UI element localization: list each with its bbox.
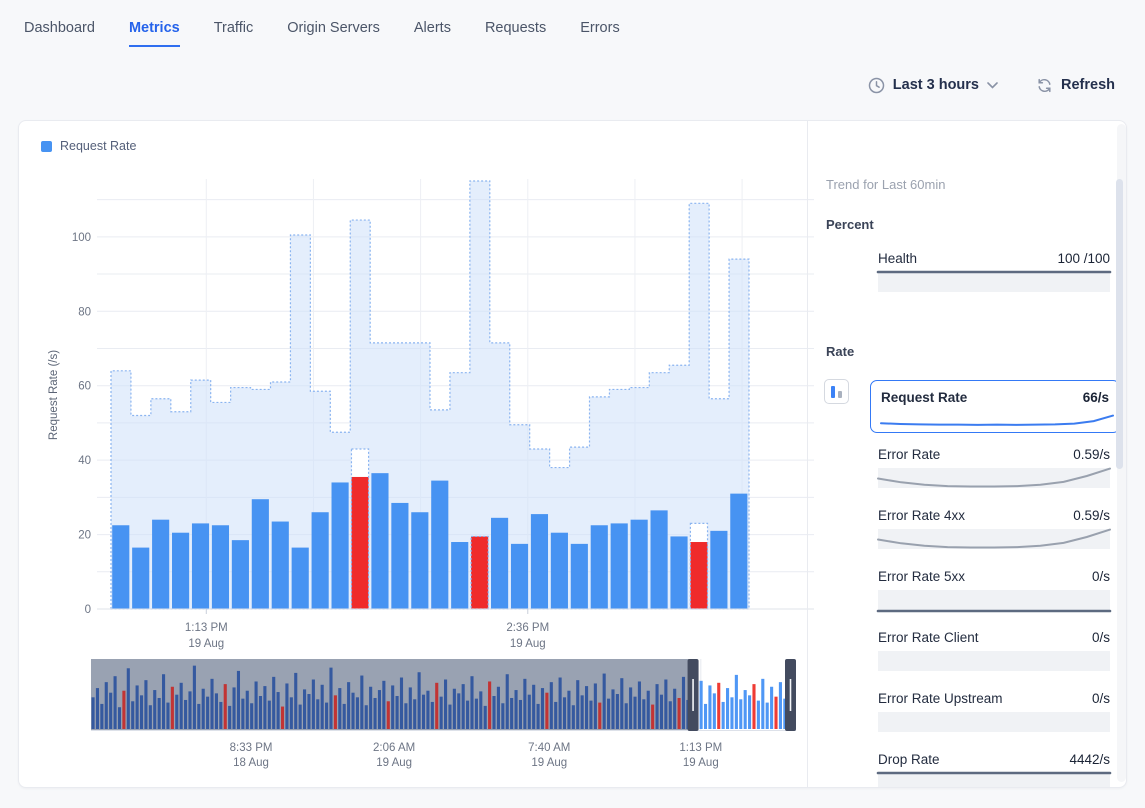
metric-label: Health (878, 251, 918, 266)
clock-icon (868, 77, 885, 94)
svg-text:60: 60 (78, 381, 91, 393)
brush-handle-left[interactable] (687, 659, 699, 731)
nav-tab-errors[interactable]: Errors (580, 20, 620, 36)
trend-sparkline (877, 528, 1111, 549)
metrics-panel: Request Rate 0 20 40 60 80 100 1:13 PM 19 Aug 2:… (18, 120, 1127, 788)
brush-tick-label: 7:40 AM 19 Aug (528, 742, 571, 769)
metric-value: 0/s (1091, 691, 1110, 706)
metric-label: Error Rate Upstream (878, 691, 1003, 706)
bar-chart-icon[interactable] (824, 379, 849, 404)
brush-handle-right[interactable] (785, 659, 796, 731)
trend-sparkline (877, 467, 1111, 488)
y-axis-title: Request Rate (/s) (48, 350, 60, 440)
legend-swatch (41, 140, 52, 152)
toolbar: Last 3 hours Refresh (868, 72, 1115, 98)
nav-tab-origin-servers[interactable]: Origin Servers (287, 20, 380, 36)
svg-text:100: 100 (72, 232, 91, 244)
metric-value: 0/s (1091, 630, 1110, 645)
chart-legend[interactable]: Request Rate (41, 139, 136, 153)
svg-text:20: 20 (78, 530, 91, 542)
metric-label: Error Rate (878, 447, 941, 462)
svg-text:1:13 PM: 1:13 PM (185, 622, 228, 634)
metric-row-health[interactable]: Health 100 /100 (876, 251, 1112, 292)
group-heading: Rate (826, 344, 855, 359)
time-range-brush[interactable] (91, 659, 796, 733)
metric-label: Error Rate Client (878, 630, 979, 645)
metric-value: 100 /100 (1057, 251, 1110, 266)
metric-value: 66/s (1082, 390, 1109, 405)
metric-value: 0/s (1091, 569, 1110, 584)
nav-tab-requests[interactable]: Requests (484, 20, 547, 36)
trend-sidebar: Trend for Last 60min Percent Health 100 /1… (807, 121, 1128, 787)
chevron-down-icon (987, 81, 998, 89)
svg-text:0: 0 (85, 604, 91, 616)
metric-label: Request Rate (881, 390, 968, 405)
metric-value: 4442/s (1069, 752, 1110, 767)
metric-row-error-rate-upstream[interactable]: Error Rate Upstream 0/s (878, 691, 1110, 732)
brush-tick-label: 2:06 AM 19 Aug (373, 742, 416, 769)
refresh-label: Refresh (1061, 77, 1115, 93)
refresh-button[interactable]: Refresh (1036, 77, 1115, 94)
svg-text:80: 80 (78, 306, 91, 318)
metric-row-error-rate-client[interactable]: Error Rate Client 0/s (878, 630, 1110, 671)
refresh-icon (1036, 77, 1053, 94)
nav-tab-alerts[interactable]: Alerts (413, 20, 451, 36)
metric-row-request-rate[interactable]: Request Rate 66/s (870, 380, 1120, 433)
svg-text:19 Aug: 19 Aug (188, 638, 224, 650)
brush-tick-label: 1:13 PM 19 Aug (679, 742, 723, 769)
legend-label: Request Rate (60, 139, 137, 153)
sidebar-scrollbar-track[interactable] (1116, 124, 1126, 782)
metric-row-drop-rate[interactable]: Drop Rate 4442/s (876, 752, 1112, 787)
brush-tick-label: 8:33 PM 18 Aug (229, 742, 273, 769)
svg-text:2:36 PM: 2:36 PM (506, 622, 549, 634)
nav-tab-dashboard[interactable]: Dashboard (24, 20, 95, 36)
metric-row-error-rate-4xx[interactable]: Error Rate 4xx 0.59/s (877, 508, 1111, 549)
sidebar-scrollbar-thumb[interactable] (1116, 179, 1123, 469)
metric-label: Error Rate 5xx (878, 569, 966, 584)
nav-tab-traffic[interactable]: Traffic (213, 20, 254, 36)
svg-text:19 Aug: 19 Aug (510, 638, 546, 650)
metric-row-error-rate-5xx[interactable]: Error Rate 5xx 0/s (876, 569, 1112, 613)
metric-value: 0.59/s (1073, 447, 1110, 462)
metric-label: Drop Rate (878, 752, 940, 767)
metric-row-error-rate[interactable]: Error Rate 0.59/s (877, 447, 1111, 488)
top-nav: Dashboard Metrics Traffic Origin Servers Ale… (0, 0, 1145, 52)
time-range-label: Last 3 hours (892, 77, 979, 93)
nav-tab-metrics[interactable]: Metrics (128, 20, 180, 47)
metric-label: Error Rate 4xx (878, 508, 966, 523)
request-rate-chart[interactable]: 0 20 40 60 80 100 1:13 PM 19 Aug 2:36 PM 19 Aug Re… (39, 176, 824, 658)
svg-text:40: 40 (78, 455, 91, 467)
group-heading: Percent (826, 217, 874, 232)
sidebar-title: Trend for Last 60min (826, 177, 946, 192)
metric-value: 0.59/s (1073, 508, 1110, 523)
time-range-dropdown[interactable]: Last 3 hours (868, 77, 998, 94)
trend-sparkline (880, 414, 1114, 426)
